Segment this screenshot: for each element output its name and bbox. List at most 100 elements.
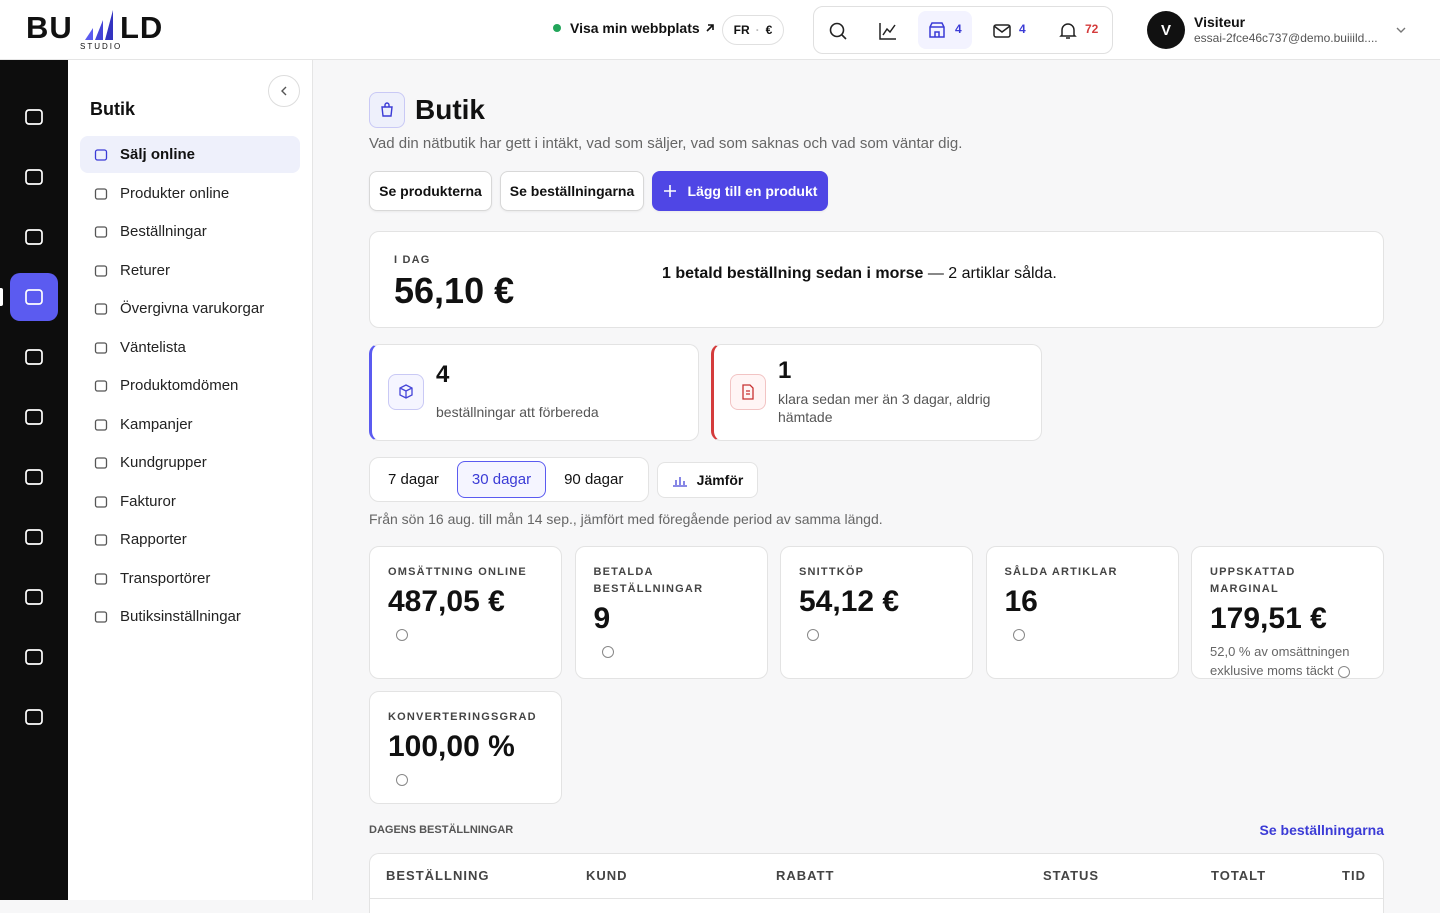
info-icon[interactable] xyxy=(601,646,614,658)
bell-icon[interactable] xyxy=(1058,21,1078,41)
item-label: Kundgrupper xyxy=(120,454,207,471)
rail-item[interactable] xyxy=(10,273,58,321)
sidebar-item[interactable]: Returer xyxy=(80,252,300,289)
period-tab[interactable]: 30 dagar xyxy=(456,461,547,498)
compare-label: Jämför xyxy=(696,472,744,488)
icon xyxy=(25,109,43,125)
chart-icon xyxy=(672,477,687,487)
button[interactable]: Se beställningarna xyxy=(500,171,644,211)
subtitle: Vad din nätbutik har gett i intäkt, vad … xyxy=(369,135,963,152)
item-icon xyxy=(94,149,108,161)
item-label: Väntelista xyxy=(120,338,186,356)
rail-item[interactable] xyxy=(10,93,58,141)
icon xyxy=(25,649,43,665)
separator: · xyxy=(755,23,760,37)
sidebar-item[interactable]: Transportörer xyxy=(80,560,300,597)
compare-button[interactable]: Jämför xyxy=(657,462,758,498)
sidebar-item[interactable]: Produkter online xyxy=(80,175,300,212)
sidebar-item[interactable]: Övergivna varukorgar xyxy=(80,290,300,327)
sidebar-item[interactable]: Rapporter xyxy=(80,521,300,558)
period-tab[interactable]: 90 dagar xyxy=(564,471,624,488)
button-label: Lägg till en produkt xyxy=(687,183,818,199)
box-icon xyxy=(399,384,413,399)
item-icon xyxy=(94,341,108,354)
alert-card[interactable]: 4 beställningar att förbereda xyxy=(369,344,699,441)
collapse-button[interactable] xyxy=(268,75,300,107)
badge: 4 xyxy=(1019,22,1026,36)
avatar[interactable]: V xyxy=(1147,11,1185,49)
info-icon[interactable] xyxy=(1012,629,1025,641)
kpi-card: UPPSKATTAD MARGINAL 179,51 € 52,0 % av oms… xyxy=(1191,546,1384,679)
logo-right: LD xyxy=(120,10,164,45)
kpi-label: SNITTKÖP xyxy=(799,566,865,578)
info-icon[interactable] xyxy=(1337,665,1350,678)
period-tab[interactable]: 7 dagar xyxy=(388,471,439,488)
sidebar-item[interactable]: Väntelista xyxy=(80,329,300,366)
item-icon xyxy=(94,264,108,277)
rail-item[interactable] xyxy=(10,573,58,621)
item-label: Fakturor xyxy=(120,492,176,510)
rail-item[interactable] xyxy=(10,393,58,441)
item-label: Returer xyxy=(120,261,171,279)
rail-indicator xyxy=(0,288,3,306)
rail-item[interactable] xyxy=(10,453,58,501)
section-link[interactable]: Se beställningarna xyxy=(1259,822,1384,838)
sidebar-item[interactable]: Kampanjer xyxy=(80,406,300,443)
top-bar: BU LD STUDIO Visa min webbplats FR · € 4 4… xyxy=(0,0,1440,60)
sidebar-item[interactable]: Fakturor xyxy=(80,483,300,520)
chevron-down[interactable] xyxy=(1395,24,1407,36)
rail-item[interactable] xyxy=(10,213,58,261)
alert-value: 4 xyxy=(436,361,450,388)
title-icon xyxy=(369,92,405,128)
status-dot xyxy=(553,24,561,32)
alert-icon xyxy=(388,374,424,410)
column-header: BESTÄLLNING xyxy=(386,868,490,883)
kpi-card: OMSÄTTNING ONLINE 487,05 € xyxy=(369,546,562,679)
locale-switch[interactable]: FR · € xyxy=(722,15,784,45)
icon xyxy=(25,589,43,605)
kpi-card: KONVERTERINGSGRAD 100,00 % xyxy=(369,691,562,804)
button[interactable]: Se produkterna xyxy=(369,171,492,211)
mail-icon[interactable] xyxy=(992,21,1012,41)
logo-left: BU xyxy=(26,10,73,45)
sidebar-title: Butik xyxy=(90,99,135,119)
today-label: I DAG xyxy=(394,254,431,266)
sidebar-item[interactable]: Kundgrupper xyxy=(80,444,300,481)
rail-item[interactable] xyxy=(10,153,58,201)
info-icon[interactable] xyxy=(396,774,408,786)
item-label: Produktomdömen xyxy=(120,377,239,394)
kpi-note: 52,0 % av omsättningen exklusive moms tä… xyxy=(1210,642,1365,680)
column-header: KUND xyxy=(586,868,628,883)
alert-text: beställningar att förbereda xyxy=(436,404,599,420)
rail-item[interactable] xyxy=(10,513,58,561)
rail-item[interactable] xyxy=(10,633,58,681)
item-label: Beställningar xyxy=(120,223,207,240)
item-icon xyxy=(94,611,108,623)
info-icon[interactable] xyxy=(396,629,408,641)
site-link-text: Visa min webbplats xyxy=(570,20,700,36)
alert-card[interactable]: 1 klara sedan mer än 3 dagar, aldrig häm… xyxy=(711,344,1042,441)
primary-button[interactable]: Lägg till en produkt xyxy=(652,171,828,211)
rail-item[interactable] xyxy=(10,333,58,381)
item-label: Rapporter xyxy=(120,531,187,548)
user-name: Visiteur xyxy=(1194,14,1246,30)
info-icon[interactable] xyxy=(807,629,819,641)
sidebar-item[interactable]: Sälj online xyxy=(80,136,300,173)
badge: 4 xyxy=(955,22,962,36)
sidebar-item[interactable]: Beställningar xyxy=(80,213,300,250)
column-header: TOTALT xyxy=(1211,868,1267,883)
item-label: Övergivna varukorgar xyxy=(120,300,265,317)
sidebar-item[interactable]: Butiksinställningar xyxy=(80,598,300,635)
logo-bars xyxy=(85,10,113,40)
orders-table: BESTÄLLNING KUND RABATT STATUS TOTALT TID xyxy=(369,853,1384,913)
sidebar-item[interactable]: Produktomdömen xyxy=(80,367,300,404)
site-link[interactable]: Visa min webbplats xyxy=(553,20,716,36)
stats-icon[interactable] xyxy=(878,21,898,41)
rail-item[interactable] xyxy=(10,693,58,741)
shop-button[interactable]: 4 xyxy=(918,11,972,49)
kpi-value: 54,12 € xyxy=(799,585,900,618)
search-icon[interactable] xyxy=(828,21,848,41)
kpi-value: 100,00 % xyxy=(388,730,515,763)
item-icon xyxy=(94,380,108,392)
